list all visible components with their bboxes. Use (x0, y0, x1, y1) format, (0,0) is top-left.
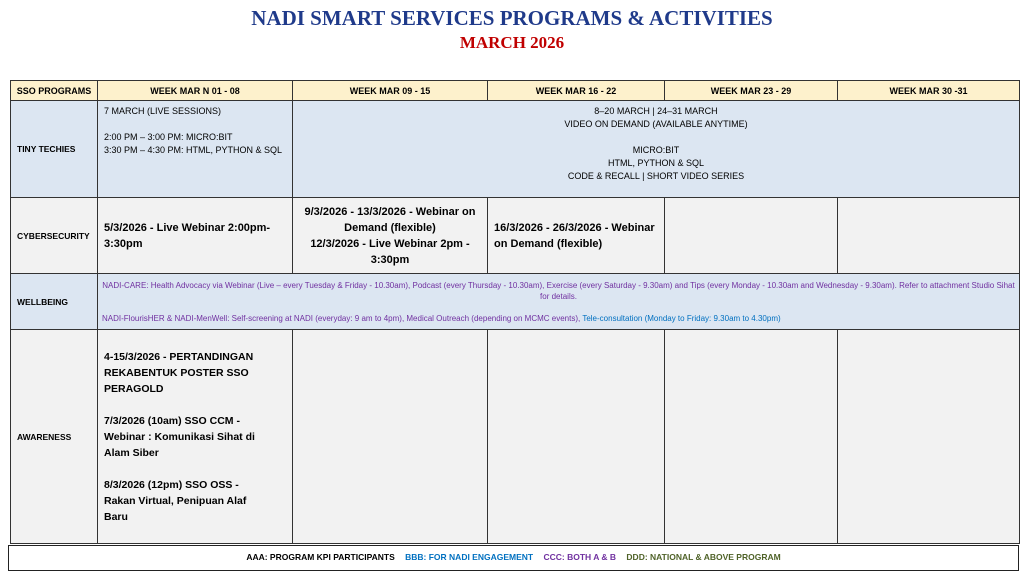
cell-text: 7/3/2026 (10am) SSO CCM - Webinar : Komu… (104, 414, 255, 459)
cell-text: 4-15/3/2026 - PERTANDINGAN REKABENTUK PO… (104, 350, 254, 395)
cyber-week3: 16/3/2026 - 26/3/2026 - Webinar on Deman… (487, 197, 665, 274)
wellbeing-cell: NADI-CARE: Health Advocacy via Webinar (… (97, 273, 1020, 330)
row-tiny-techies: TINY TECHIES 7 MARCH (LIVE SESSIONS) 2:0… (10, 100, 1020, 198)
cell-text: 9/3/2026 - 13/3/2026 - Webinar on Demand… (304, 205, 476, 234)
header-cell: WEEK MAR 16 - 22 (487, 80, 665, 101)
legend-aaa: AAA: PROGRAM KPI PARTICIPANTS (246, 552, 395, 562)
row-label: CYBERSECURITY (10, 197, 98, 274)
cell-text: MICRO:BIT (632, 145, 680, 155)
header-cell: SSO PROGRAMS (10, 80, 98, 101)
row-label: AWARENESS (10, 329, 98, 544)
tiny-rest: 8–20 MARCH | 24–31 MARCH VIDEO ON DEMAND… (292, 100, 1020, 198)
header-cell: WEEK MAR N 01 - 08 (97, 80, 293, 101)
row-label: TINY TECHIES (10, 100, 98, 198)
cell-text: HTML, PYTHON & SQL (607, 158, 705, 168)
empty-cell (292, 329, 488, 544)
page-subtitle: MARCH 2026 (459, 33, 565, 52)
cell-text: 8/3/2026 (12pm) SSO OSS - Rakan Virtual,… (104, 478, 247, 523)
row-cybersecurity: CYBERSECURITY 5/3/2026 - Live Webinar 2:… (10, 197, 1020, 274)
cell-text: VIDEO ON DEMAND (AVAILABLE ANYTIME) (564, 119, 748, 129)
legend-ddd: DDD: NATIONAL & ABOVE PROGRAM (626, 552, 781, 562)
cyber-week2: 9/3/2026 - 13/3/2026 - Webinar on Demand… (292, 197, 488, 274)
legend-ccc: CCC: BOTH A & B (543, 552, 617, 562)
header-cell: WEEK MAR 09 - 15 (292, 80, 488, 101)
empty-cell (664, 197, 838, 274)
empty-cell (664, 329, 838, 544)
cell-text: 2:00 PM – 3:00 PM: MICRO:BIT (104, 132, 233, 142)
page-title: NADI SMART SERVICES PROGRAMS & ACTIVITIE… (251, 6, 773, 30)
row-awareness: AWARENESS 4-15/3/2026 - PERTANDINGAN REK… (10, 329, 1020, 544)
schedule-table: SSO PROGRAMS WEEK MAR N 01 - 08 WEEK MAR… (10, 80, 1020, 544)
empty-cell (837, 329, 1020, 544)
cell-text: NADI-CARE: Health Advocacy via Webinar (… (102, 280, 1015, 301)
tiny-week1: 7 MARCH (LIVE SESSIONS) 2:00 PM – 3:00 P… (97, 100, 293, 198)
row-wellbeing: WELLBEING NADI-CARE: Health Advocacy via… (10, 273, 1020, 330)
legend-bbb: BBB: FOR NADI ENGAGEMENT (405, 552, 534, 562)
cell-text: 12/3/2026 - Live Webinar 2pm - 3:30pm (310, 237, 470, 266)
cyber-week1: 5/3/2026 - Live Webinar 2:00pm-3:30pm (97, 197, 293, 274)
header-cell: WEEK MAR 30 -31 (837, 80, 1020, 101)
empty-cell (487, 329, 665, 544)
cell-text: CODE & RECALL | SHORT VIDEO SERIES (567, 171, 745, 181)
legend: AAA: PROGRAM KPI PARTICIPANTS BBB: FOR N… (8, 545, 1019, 571)
empty-cell (837, 197, 1020, 274)
cell-text: NADI-FlourisHER & NADI-MenWell: Self-scr… (102, 313, 583, 323)
header-cell: WEEK MAR 23 - 29 (664, 80, 838, 101)
cell-text: 3:30 PM – 4:30 PM: HTML, PYTHON & SQL (104, 145, 283, 155)
cell-text: Tele-consultation (Monday to Friday: 9.3… (582, 313, 781, 323)
cell-text: 8–20 MARCH | 24–31 MARCH (594, 106, 718, 116)
header-row: SSO PROGRAMS WEEK MAR N 01 - 08 WEEK MAR… (10, 80, 1020, 101)
row-label: WELLBEING (10, 273, 98, 330)
awareness-week1: 4-15/3/2026 - PERTANDINGAN REKABENTUK PO… (97, 329, 293, 544)
cell-text: 7 MARCH (LIVE SESSIONS) (104, 106, 222, 116)
